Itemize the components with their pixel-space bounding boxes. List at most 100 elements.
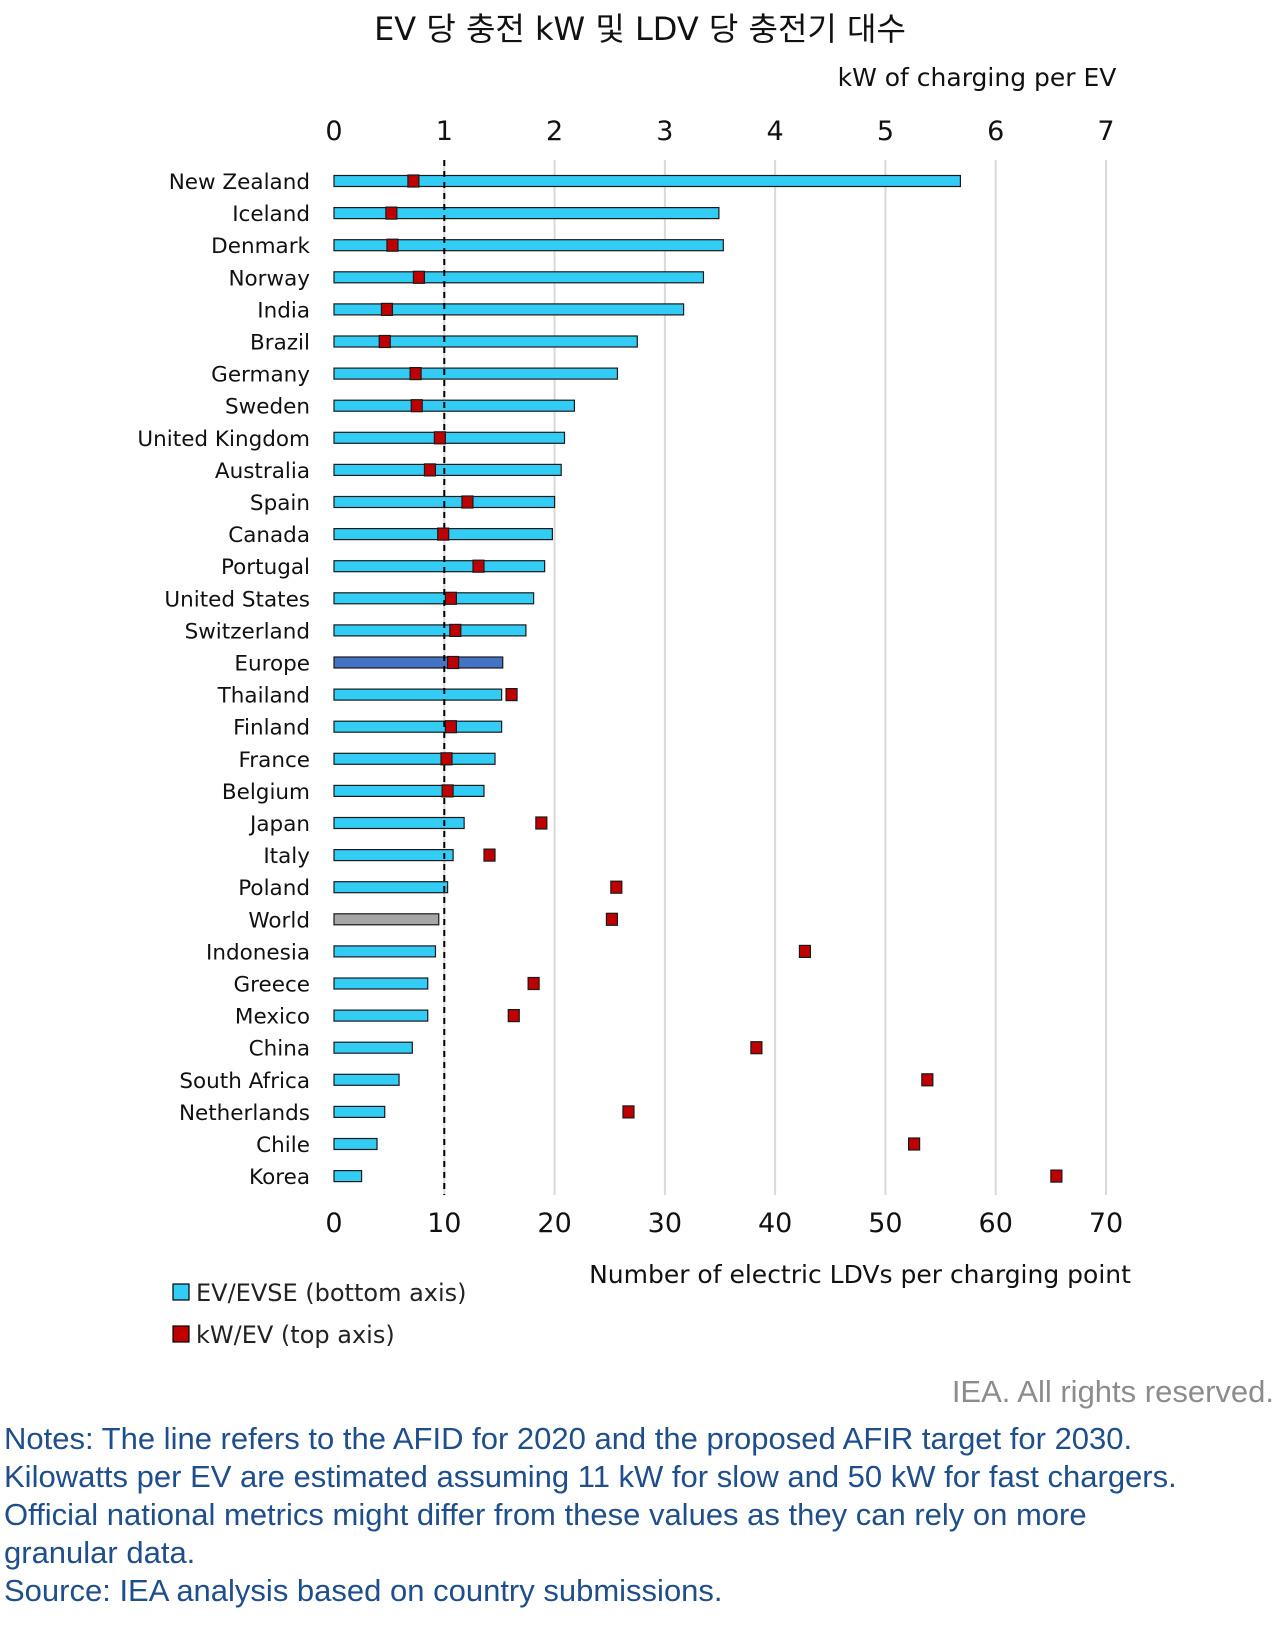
- category-label: Finland: [233, 716, 310, 741]
- marker-kw-ev: [527, 976, 540, 991]
- category-label: France: [239, 748, 311, 773]
- notes-line: Official national metrics might differ f…: [4, 1497, 1087, 1532]
- marker-kw-ev: [605, 912, 619, 926]
- marker-kw-ev: [505, 687, 518, 702]
- marker-kw-ev: [921, 1073, 934, 1087]
- top-tick-label: 5: [877, 116, 894, 147]
- marker-kw-ev: [444, 591, 458, 605]
- credit: IEA. All rights reserved.: [951, 1374, 1274, 1409]
- notes-line: Notes: The line refers to the AFID for 2…: [4, 1421, 1133, 1456]
- bottom-tick-label: 70: [1089, 1208, 1123, 1239]
- category-label: Iceland: [232, 202, 310, 227]
- notes: Notes: The line refers to the AFID for 2…: [4, 1420, 1274, 1610]
- bar-ev-evse: [333, 1073, 400, 1086]
- bottom-tick-label: 20: [537, 1208, 571, 1239]
- bar-ev-evse: [333, 1041, 413, 1054]
- bottom-tick-label: 50: [868, 1208, 902, 1239]
- bar-ev-evse: [333, 816, 465, 830]
- marker-kw-ev: [750, 1041, 763, 1055]
- bar-ev-evse: [333, 367, 619, 380]
- category-label: United States: [164, 587, 310, 612]
- marker-kw-ev: [798, 944, 812, 959]
- bottom-tick-label: 30: [648, 1208, 682, 1239]
- legend: EV/EVSE (bottom axis) kW/EV (top axis): [172, 1279, 467, 1349]
- bar-ev-evse: [333, 174, 962, 188]
- top-tick-label: 0: [325, 116, 342, 147]
- bar-ev-evse: [333, 848, 454, 862]
- ev-charging-chart: EV 당 충전 kW 및 LDV 당 충전기 대수 kW of charging…: [137, 10, 1131, 1349]
- category-label: South Africa: [179, 1069, 310, 1094]
- legend-swatch-ev-evse: [172, 1283, 190, 1301]
- legend-swatch-kw-ev: [172, 1325, 190, 1343]
- bar-ev-evse: [333, 624, 527, 637]
- bar-ev-evse: [333, 784, 485, 798]
- bar-ev-evse: [333, 271, 705, 284]
- bar-ev-evse: [333, 1105, 386, 1119]
- bottom-axis-title: Number of electric LDVs per charging poi…: [589, 1260, 1131, 1289]
- bar-ev-evse: [333, 463, 562, 476]
- bottom-axis-ticks: 0 10 20 30 40 50 60 70: [325, 1208, 1123, 1239]
- category-label: Indonesia: [206, 940, 310, 965]
- category-label: Spain: [250, 491, 310, 516]
- bar-ev-evse: [333, 913, 440, 926]
- legend-label-kw-ev: kW/EV (top axis): [196, 1321, 395, 1349]
- top-axis-title: kW of charging per EV: [838, 63, 1117, 92]
- marker-kw-ev: [447, 655, 460, 670]
- bar-ev-evse: [333, 688, 503, 701]
- bar-ev-evse: [333, 303, 685, 316]
- category-label: Denmark: [211, 234, 310, 259]
- category-label: Switzerland: [185, 619, 310, 644]
- category-label: India: [257, 298, 310, 323]
- source-line: Source: IEA analysis based on country su…: [4, 1573, 723, 1608]
- bar-ev-evse: [333, 560, 546, 573]
- category-labels: New Zealand Iceland Denmark Norway India Braz…: [137, 170, 310, 1190]
- marker-kw-ev: [472, 559, 485, 573]
- chart-title: EV 당 충전 kW 및 LDV 당 충전기 대수: [374, 10, 906, 48]
- bar-ev-evse: [333, 335, 638, 348]
- marker-kw-ev: [1050, 1169, 1063, 1183]
- bar-ev-evse: [333, 656, 504, 669]
- top-tick-label: 1: [436, 116, 453, 147]
- marker-kw-ev: [622, 1105, 635, 1119]
- gridlines: [443, 160, 1107, 1195]
- bar-ev-evse: [333, 399, 576, 412]
- category-label: Italy: [263, 844, 310, 869]
- category-label: Canada: [228, 523, 310, 548]
- category-label: Poland: [238, 876, 310, 901]
- marker-kw-ev: [908, 1137, 921, 1151]
- bar-ev-evse: [333, 977, 429, 990]
- category-label: World: [248, 908, 310, 933]
- top-tick-label: 3: [656, 116, 673, 147]
- marker-kw-ev: [412, 270, 426, 284]
- bar-ev-evse: [333, 207, 720, 220]
- marker-kw-ev: [437, 527, 450, 541]
- category-label: Portugal: [221, 555, 310, 580]
- category-label: Thailand: [217, 684, 310, 709]
- notes-line: Kilowatts per EV are estimated assuming …: [4, 1459, 1177, 1494]
- notes-line: granular data.: [4, 1535, 196, 1570]
- marker-kw-ev: [380, 302, 394, 316]
- ev-evse-bars: [333, 174, 962, 1183]
- category-label: Korea: [249, 1165, 310, 1190]
- bar-ev-evse: [333, 592, 535, 605]
- bottom-tick-label: 0: [325, 1208, 342, 1239]
- marker-kw-ev: [535, 816, 548, 830]
- top-axis-ticks: 0 1 2 3 4 5 6 7: [325, 116, 1114, 147]
- bar-ev-evse: [333, 1169, 363, 1183]
- category-label: Mexico: [235, 1005, 310, 1030]
- bar-ev-evse: [333, 720, 503, 733]
- top-tick-label: 4: [767, 116, 784, 147]
- top-tick-label: 6: [987, 116, 1004, 147]
- marker-kw-ev: [449, 623, 462, 638]
- marker-kw-ev: [378, 334, 391, 349]
- category-label: Netherlands: [179, 1101, 310, 1126]
- kw-per-ev-markers: [378, 174, 1063, 1183]
- marker-kw-ev: [409, 367, 422, 381]
- marker-kw-ev: [386, 238, 399, 252]
- bar-ev-evse: [333, 1009, 429, 1022]
- top-tick-label: 2: [546, 116, 563, 147]
- bar-ev-evse: [333, 1137, 378, 1151]
- marker-kw-ev: [433, 431, 446, 445]
- marker-kw-ev: [440, 752, 453, 766]
- marker-kw-ev: [507, 1008, 520, 1023]
